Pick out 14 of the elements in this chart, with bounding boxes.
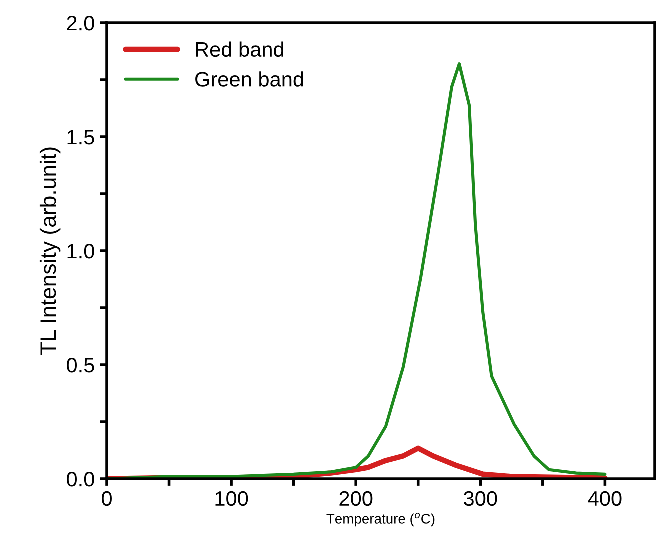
y-axis-title: TL Intensity (arb.unit) xyxy=(40,148,61,356)
x-axis-title: Temperature ($^{o}$C) xyxy=(326,513,435,527)
legend-label: Red band xyxy=(196,42,284,58)
x-tick-label: 100 xyxy=(216,491,248,506)
y-tick-label: 1.0 xyxy=(68,244,94,259)
x-tick-label: 0 xyxy=(102,491,112,506)
x-tick-label: 200 xyxy=(340,491,373,506)
y-tick-label: 0.5 xyxy=(67,358,94,373)
y-tick-label: 0.0 xyxy=(67,472,94,487)
x-tick-label: 400 xyxy=(588,491,622,506)
x-tick-label: 300 xyxy=(464,491,498,506)
legend-label: Green band xyxy=(196,72,304,87)
y-tick-label: 2.0 xyxy=(67,16,94,31)
y-tick-label: 1.5 xyxy=(68,130,94,145)
